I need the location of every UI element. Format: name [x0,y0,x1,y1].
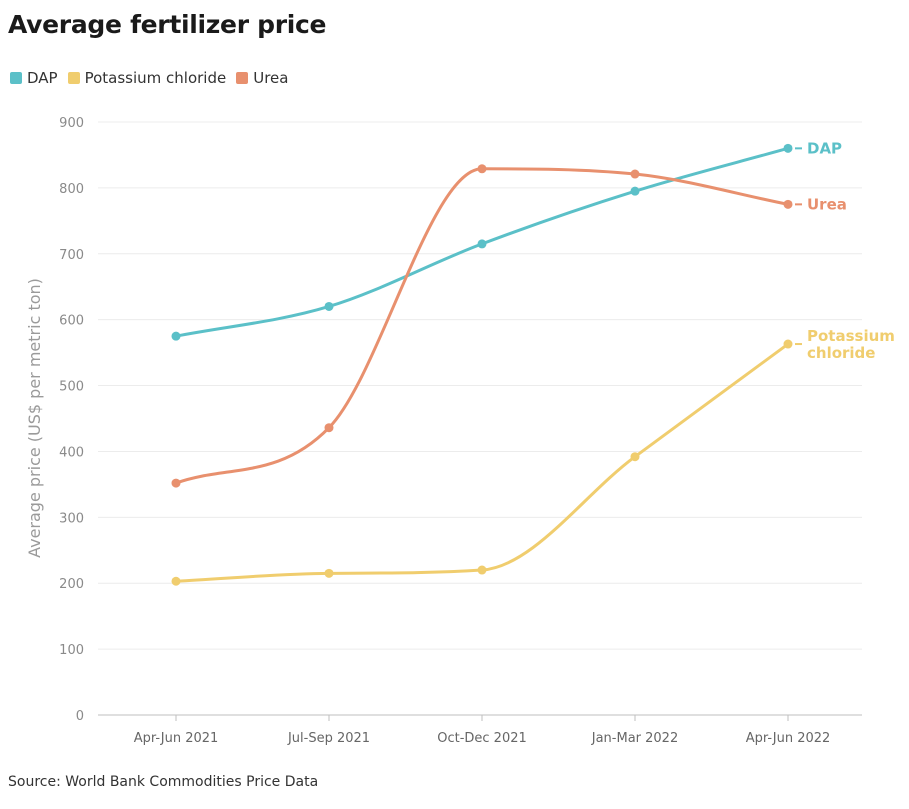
source-note: Source: World Bank Commodities Price Dat… [8,774,319,790]
x-tick-label-4: Apr-Jun 2022 [746,731,831,746]
legend-label-dap: DAP [27,69,58,87]
y-tick-label-300: 300 [59,511,84,526]
chart-legend: DAP Potassium chloride Urea [10,69,298,87]
data-point-urea-3 [630,169,640,179]
legend-item-potassium-chloride: Potassium chloride [67,69,227,87]
series-line-potassium-chloride [174,342,790,583]
series-line-urea [174,167,790,485]
data-point-urea-2 [477,164,487,174]
legend-swatch-potassium-chloride [67,72,80,84]
chart-title: Average fertilizer price [8,10,327,39]
y-tick-label-600: 600 [59,314,84,329]
data-point-dap-1 [324,301,334,311]
end-label-urea: Urea [807,195,847,213]
end-label-potassium-chloride: Potassium chloride [807,327,895,362]
y-tick-label-0: 0 [76,709,84,724]
x-tick-label-1: Jul-Sep 2021 [287,731,370,746]
end-label-dap: DAP [807,139,842,157]
data-point-dap-4 [783,143,793,153]
data-point-potassium-chloride-1 [324,568,334,578]
data-point-urea-4 [783,199,793,209]
legend-item-dap: DAP [10,69,58,87]
y-tick-label-100: 100 [59,643,84,658]
legend-label-urea: Urea [253,69,289,87]
legend-swatch-urea [236,72,249,84]
line-chart: 0 100 200 300 400 500 600 700 800 900 Average pric… [25,116,895,746]
data-point-potassium-chloride-3 [630,452,640,462]
data-point-potassium-chloride-0 [171,576,181,586]
x-tick-label-3: Jan-Mar 2022 [591,731,678,746]
y-tick-label-700: 700 [59,248,84,263]
data-point-dap-3 [630,186,640,196]
data-point-urea-0 [171,478,181,488]
data-point-dap-0 [171,331,181,341]
y-axis-label: Average price (US$ per metric ton) [25,278,44,558]
y-tick-label-200: 200 [59,577,84,592]
data-point-urea-1 [324,423,334,433]
data-point-potassium-chloride-4 [783,339,793,349]
data-point-potassium-chloride-2 [477,565,487,575]
legend-label-potassium-chloride: Potassium chloride [84,69,227,87]
y-tick-label-500: 500 [59,380,84,395]
x-tick-label-2: Oct-Dec 2021 [437,731,527,746]
data-point-dap-2 [477,239,487,249]
legend-swatch-dap [10,72,22,84]
y-tick-label-400: 400 [59,445,84,460]
y-tick-label-900: 900 [59,116,84,131]
y-tick-label-800: 800 [59,182,84,197]
legend-item-urea: Urea [236,69,288,87]
x-tick-label-0: Apr-Jun 2021 [134,731,219,746]
